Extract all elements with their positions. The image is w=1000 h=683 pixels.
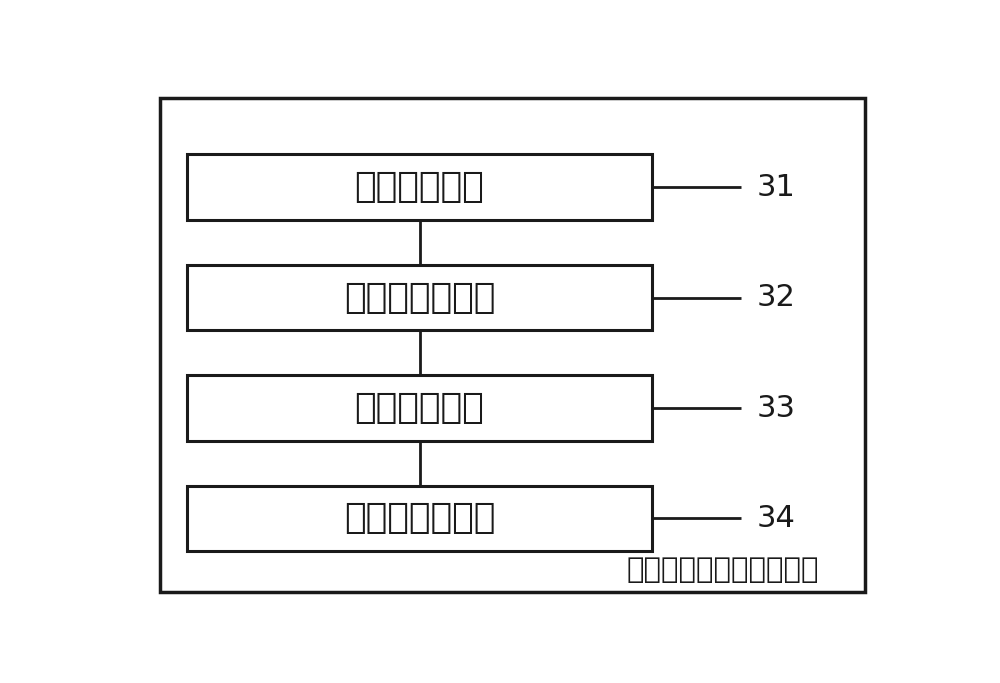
Text: 33: 33 [757, 393, 796, 423]
Text: 34: 34 [757, 504, 796, 533]
Text: 关联度计算模块: 关联度计算模块 [344, 281, 495, 315]
Bar [187, 375, 652, 441]
Bar [187, 154, 652, 220]
Text: 数据获取模块: 数据获取模块 [355, 170, 484, 204]
Text: 权重计算模块: 权重计算模块 [355, 391, 484, 425]
Bar [187, 486, 652, 551]
Text: 31: 31 [757, 173, 796, 201]
Text: 敏感度获取模块: 敏感度获取模块 [344, 501, 495, 535]
Text: 金属材料敏感度获取装置: 金属材料敏感度获取装置 [626, 556, 819, 584]
Text: 32: 32 [757, 283, 796, 312]
Bar [187, 265, 652, 331]
